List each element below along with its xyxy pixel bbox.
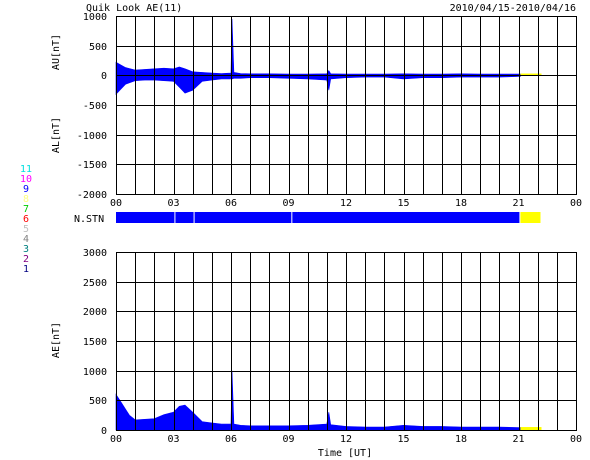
legend-entry: 2 xyxy=(23,254,29,265)
x-tick-label: 09 xyxy=(282,434,294,445)
legend-entry: 1 xyxy=(23,264,29,275)
x-tick-label: 00 xyxy=(110,198,122,209)
x-tick-label: 12 xyxy=(340,434,352,445)
x-tick-label: 03 xyxy=(167,434,179,445)
x-tick-label: 03 xyxy=(167,198,179,209)
y-tick-label: 0 xyxy=(101,426,107,437)
station-segment xyxy=(520,212,541,223)
y-tick-label: 3000 xyxy=(83,248,107,259)
x-tick-label: 18 xyxy=(455,434,467,445)
legend-entry: 4 xyxy=(23,234,29,245)
x-tick-label: 09 xyxy=(282,198,294,209)
au-axis-label: AU[nT] xyxy=(51,34,62,70)
y-tick-label: 1500 xyxy=(83,337,107,348)
station-segment xyxy=(194,212,292,223)
x-tick-label: 00 xyxy=(570,198,582,209)
legend-entry: 9 xyxy=(23,184,29,195)
legend-entry: 7 xyxy=(23,204,29,215)
legend-entry: 3 xyxy=(23,244,29,255)
y-tick-label: 2500 xyxy=(83,278,107,289)
y-tick-label: 500 xyxy=(89,42,107,53)
x-axis-label: Time [UT] xyxy=(318,448,372,459)
x-tick-label: 06 xyxy=(225,198,237,209)
x-tick-label: 15 xyxy=(397,434,409,445)
chart-title: Quik Look AE(11) xyxy=(86,3,182,14)
y-tick-label: 2000 xyxy=(83,307,107,318)
legend-entry: 8 xyxy=(23,194,29,205)
y-tick-label: -1500 xyxy=(77,160,107,171)
x-tick-label: 15 xyxy=(397,198,409,209)
stn-label: N.STN xyxy=(74,214,104,225)
y-tick-label: 500 xyxy=(89,396,107,407)
al-axis-label: AL[nT] xyxy=(51,117,62,153)
x-tick-label: 21 xyxy=(512,434,524,445)
au-al-area xyxy=(115,18,521,96)
y-tick-label: 1000 xyxy=(83,367,107,378)
x-tick-label: 00 xyxy=(110,434,122,445)
legend-entry: 5 xyxy=(23,224,29,235)
station-segment xyxy=(116,212,175,223)
x-tick-label: 00 xyxy=(570,434,582,445)
provisional-au-al xyxy=(520,73,542,76)
y-tick-label: -2000 xyxy=(77,190,107,201)
y-tick-label: 1000 xyxy=(83,12,107,23)
legend-entry: 6 xyxy=(23,214,29,225)
y-tick-label: -1000 xyxy=(77,131,107,142)
provisional-ae xyxy=(520,427,542,430)
x-tick-label: 18 xyxy=(455,198,467,209)
legend-entry: 10 xyxy=(20,174,32,185)
ae-axis-label: AE[nT] xyxy=(51,322,62,358)
x-tick-label: 12 xyxy=(340,198,352,209)
y-tick-label: 0 xyxy=(101,71,107,82)
station-count-bar xyxy=(116,212,541,223)
plot-frame xyxy=(116,252,577,431)
x-tick-label: 06 xyxy=(225,434,237,445)
station-segment xyxy=(292,212,520,223)
legend-entry: 11 xyxy=(20,164,32,175)
station-segment xyxy=(175,212,194,223)
y-tick-label: -500 xyxy=(83,101,107,112)
date-range: 2010/04/15-2010/04/16 xyxy=(450,3,576,14)
plot-frame xyxy=(116,16,577,195)
x-tick-label: 21 xyxy=(512,198,524,209)
